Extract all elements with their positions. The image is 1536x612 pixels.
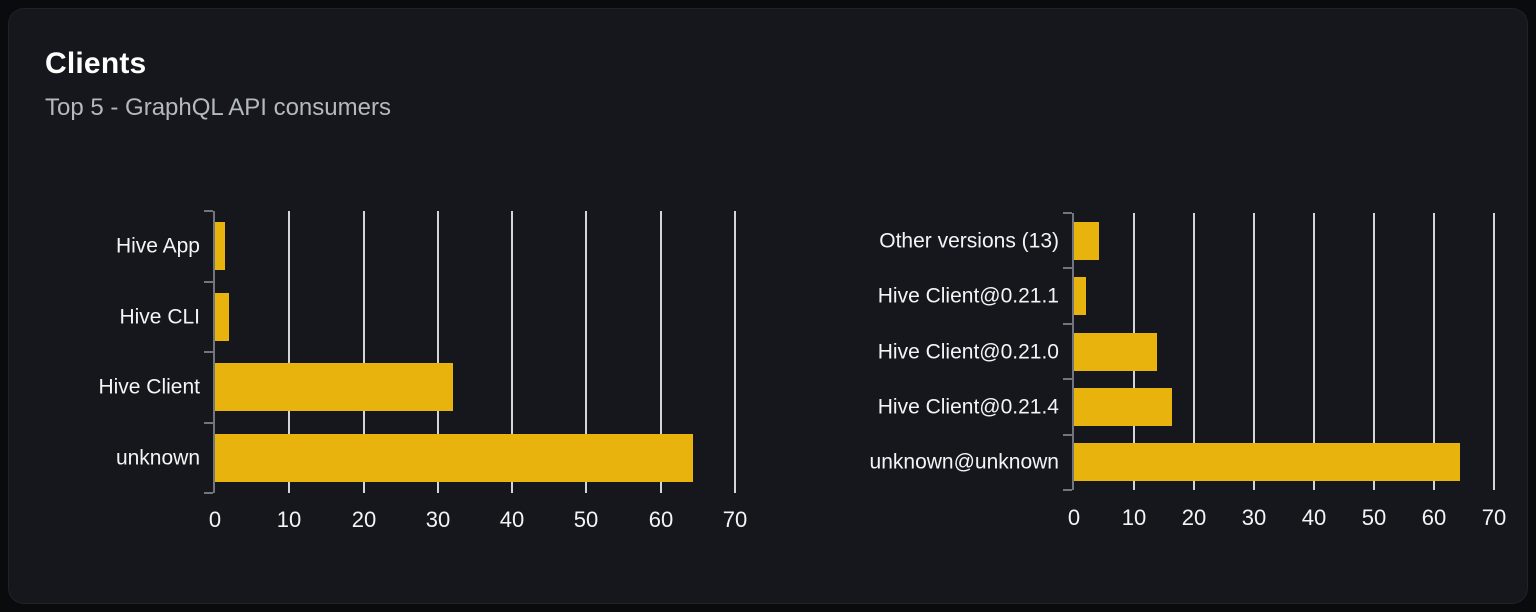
bar-hive-client-0-21-0[interactable] xyxy=(1074,333,1157,371)
gridline xyxy=(511,211,513,493)
card-header: Clients Top 5 - GraphQL API consumers xyxy=(45,47,391,122)
gridline xyxy=(363,211,365,493)
gridline xyxy=(288,211,290,493)
x-tick-label: 50 xyxy=(1361,505,1387,530)
axis-tick xyxy=(204,210,213,212)
category-label: Hive CLI xyxy=(119,305,200,329)
bar-hive-cli[interactable] xyxy=(215,293,229,341)
x-tick-label: 50 xyxy=(573,507,599,532)
x-tick-label: 60 xyxy=(1421,505,1447,530)
x-tick-label: 30 xyxy=(425,507,451,532)
clients-by-name-chart[interactable]: Hive App Hive CLI Hive Client unknown 0 10 20 3… xyxy=(98,210,747,531)
clients-card: Clients Top 5 - GraphQL API consumers Hi… xyxy=(8,8,1528,604)
axis-tick xyxy=(1063,434,1072,436)
axis-tick xyxy=(204,492,213,494)
category-label: unknown xyxy=(115,446,200,470)
category-label: Hive Client xyxy=(98,375,200,399)
gridline xyxy=(660,211,662,493)
x-tick-label: 40 xyxy=(499,507,525,532)
axis-tick xyxy=(204,351,213,353)
card-title: Clients xyxy=(45,47,147,80)
x-tick-label: 30 xyxy=(1241,505,1267,530)
card-subtitle: Top 5 - GraphQL API consumers xyxy=(45,94,391,121)
bar-unknown-unknown[interactable] xyxy=(1074,443,1460,481)
axis-tick xyxy=(1063,489,1072,491)
x-tick-label: 20 xyxy=(351,507,377,532)
x-tick-label: 10 xyxy=(276,507,302,532)
gridline xyxy=(1373,213,1375,490)
bar-hive-client-0-21-1[interactable] xyxy=(1074,277,1086,315)
x-tick-label: 0 xyxy=(208,507,222,532)
axis-tick xyxy=(204,281,213,283)
x-tick-label: 0 xyxy=(1067,505,1081,530)
x-tick-label: 70 xyxy=(1481,505,1507,530)
category-label: unknown@unknown xyxy=(869,450,1059,474)
gridline xyxy=(1433,213,1435,490)
category-label: Hive Client@0.21.0 xyxy=(877,340,1059,364)
x-tick-label: 20 xyxy=(1181,505,1207,530)
category-label: Hive App xyxy=(115,234,200,258)
bar-hive-client[interactable] xyxy=(215,363,453,411)
axis-tick xyxy=(204,422,213,424)
axis-tick xyxy=(1063,267,1072,269)
gridline xyxy=(437,211,439,493)
bar-unknown[interactable] xyxy=(215,434,693,482)
gridline xyxy=(1493,213,1495,490)
clients-by-version-chart[interactable]: Other versions (13) Hive Client@0.21.1 Hiv… xyxy=(870,212,1506,529)
x-tick-label: 40 xyxy=(1301,505,1327,530)
gridline xyxy=(1253,213,1255,490)
bar-hive-app[interactable] xyxy=(215,222,225,270)
x-tick-label: 10 xyxy=(1121,505,1147,530)
category-label: Other versions (13) xyxy=(879,229,1059,253)
gridline xyxy=(1313,213,1315,490)
axis-tick xyxy=(1063,323,1072,325)
bar-hive-client-0-21-4[interactable] xyxy=(1074,388,1172,426)
axis-tick xyxy=(1063,212,1072,214)
gridline xyxy=(585,211,587,493)
category-label: Hive Client@0.21.4 xyxy=(877,395,1059,419)
axis-tick xyxy=(1063,378,1072,380)
category-label: Hive Client@0.21.1 xyxy=(877,284,1059,308)
gridline xyxy=(1193,213,1195,490)
gridline xyxy=(734,211,736,493)
x-tick-label: 60 xyxy=(648,507,674,532)
bar-other-versions-13-[interactable] xyxy=(1074,222,1099,260)
x-tick-label: 70 xyxy=(722,507,748,532)
